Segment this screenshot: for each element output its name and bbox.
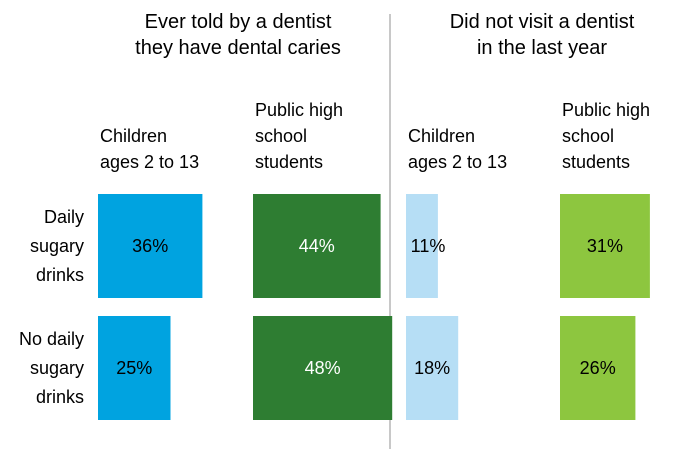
column-label: school <box>255 126 307 146</box>
bar-value-label: 36% <box>132 236 168 256</box>
column-label: Children <box>100 126 167 146</box>
column-label: ages 2 to 13 <box>100 152 199 172</box>
bar-value-label: 11% <box>411 236 446 256</box>
bar-value-label: 31% <box>587 236 623 256</box>
bar-value-label: 44% <box>299 236 335 256</box>
panel-title: they have dental caries <box>135 37 341 59</box>
bar <box>406 316 459 420</box>
bar <box>406 194 438 298</box>
row-label: Daily <box>44 207 84 227</box>
bar <box>253 194 381 298</box>
bar <box>560 316 636 420</box>
column-label: Public high <box>255 100 343 120</box>
column-label: school <box>562 126 614 146</box>
row-label: No daily <box>19 329 84 349</box>
row-label: drinks <box>36 265 84 285</box>
column-label: ages 2 to 13 <box>408 152 507 172</box>
bar <box>560 194 650 298</box>
panel-title: Ever told by a dentist <box>145 11 332 33</box>
bar-value-label: 18% <box>414 358 450 378</box>
row-label: sugary <box>30 236 84 256</box>
panel-title: Did not visit a dentist <box>450 11 635 33</box>
bar-value-label: 25% <box>116 358 152 378</box>
column-label: Public high <box>562 100 650 120</box>
bar-value-label: 48% <box>305 358 341 378</box>
bar-value-label: 26% <box>580 358 616 378</box>
column-label: Children <box>408 126 475 146</box>
column-label: students <box>255 152 323 172</box>
column-label: students <box>562 152 630 172</box>
panel-title: in the last year <box>477 37 607 59</box>
row-label: drinks <box>36 387 84 407</box>
bar <box>253 316 393 420</box>
bar <box>98 316 171 420</box>
row-label: sugary <box>30 358 84 378</box>
bar <box>98 194 203 298</box>
